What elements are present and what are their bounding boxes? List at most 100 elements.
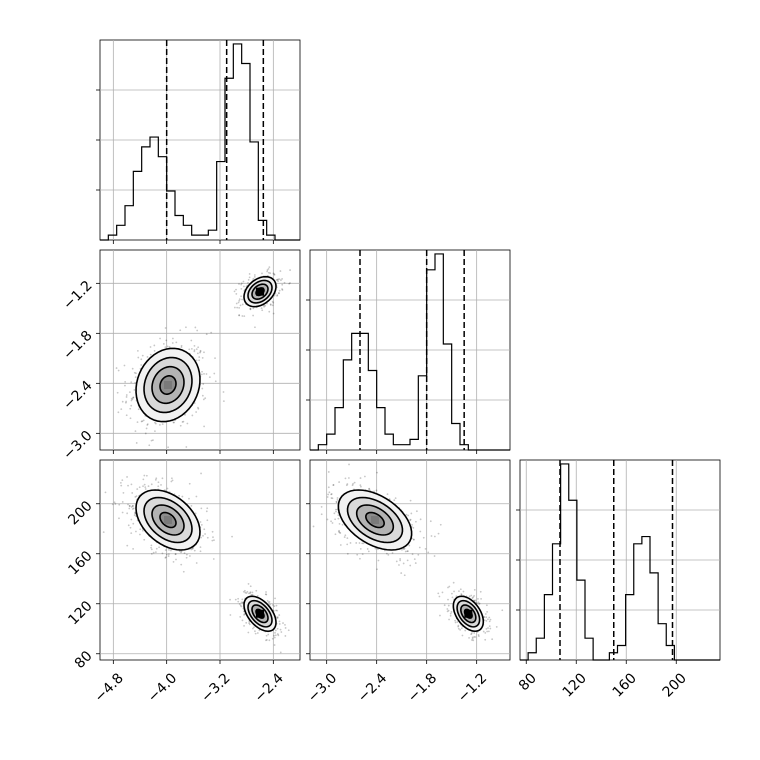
scatter-point — [191, 547, 194, 550]
scatter-point — [484, 638, 487, 641]
scatter-point — [486, 610, 489, 613]
scatter-point — [157, 481, 160, 484]
scatter-point — [130, 399, 133, 402]
scatter-point — [419, 530, 422, 533]
scatter-point — [339, 544, 342, 546]
scatter-point — [281, 277, 283, 280]
scatter-point — [276, 627, 279, 630]
scatter-point — [141, 529, 144, 532]
scatter-point — [409, 499, 412, 502]
scatter-point — [486, 630, 489, 633]
y-tick-label: 80 — [72, 648, 96, 672]
scatter-point — [180, 563, 183, 566]
scatter-point — [150, 552, 153, 555]
scatter-point — [205, 333, 208, 336]
scatter-point — [276, 279, 279, 281]
scatter-point — [131, 508, 134, 510]
scatter-point — [400, 572, 403, 574]
scatter-point — [422, 536, 425, 539]
scatter-point — [273, 634, 275, 637]
scatter-point — [188, 497, 190, 500]
scatter-point — [289, 282, 291, 284]
scatter-point — [203, 425, 206, 428]
scatter-point — [409, 518, 412, 521]
scatter-point — [479, 590, 482, 593]
scatter-point — [241, 601, 244, 604]
scatter-point — [376, 568, 378, 571]
scatter-point — [276, 609, 279, 612]
scatter-point — [483, 616, 485, 618]
scatter-point — [161, 477, 164, 480]
scatter-point — [204, 397, 207, 400]
scatter-point — [276, 633, 279, 635]
scatter-point — [326, 518, 329, 521]
scatter-point — [240, 295, 243, 298]
scatter-point — [338, 529, 340, 532]
scatter-point — [415, 510, 418, 513]
scatter-point — [244, 591, 247, 594]
scatter-point — [201, 387, 204, 390]
panel-content — [102, 472, 290, 654]
scatter-point — [136, 350, 139, 352]
scatter-point — [238, 298, 241, 300]
scatter-point — [249, 592, 252, 594]
scatter-point — [401, 548, 403, 551]
scatter-point — [202, 398, 205, 401]
scatter-point — [195, 495, 198, 498]
scatter-point — [125, 394, 128, 396]
scatter-point — [205, 373, 208, 375]
scatter-point — [334, 518, 337, 521]
scatter-point — [208, 376, 211, 379]
scatter-point — [168, 346, 171, 348]
scatter-point — [273, 605, 276, 608]
scatter-point — [399, 559, 402, 562]
scatter-point — [271, 604, 274, 606]
contour-line — [135, 489, 201, 551]
scatter-point — [451, 596, 454, 599]
scatter-point — [272, 301, 275, 304]
scatter-point — [131, 492, 134, 494]
scatter-point — [249, 308, 252, 310]
scatter-point — [332, 484, 335, 486]
scatter-point — [441, 591, 444, 594]
scatter-point — [473, 636, 476, 638]
scatter-point — [162, 342, 165, 345]
scatter-point — [393, 499, 396, 502]
scatter-point — [406, 550, 409, 553]
scatter-point — [229, 614, 232, 616]
scatter-point — [148, 444, 151, 447]
scatter-point — [115, 367, 118, 369]
scatter-point — [403, 574, 406, 577]
scatter-point — [424, 547, 427, 550]
scatter-point — [239, 604, 242, 607]
scatter-point — [414, 562, 417, 564]
scatter-point — [189, 555, 191, 557]
scatter-point — [165, 553, 168, 556]
scatter-point — [245, 592, 248, 595]
scatter-point — [268, 600, 271, 603]
x-tick-label: 160 — [610, 670, 640, 700]
scatter-point — [238, 299, 241, 302]
scatter-point — [280, 631, 283, 633]
scatter-point — [181, 421, 184, 423]
scatter-point — [269, 272, 272, 275]
scatter-point — [253, 276, 256, 278]
scatter-point — [175, 341, 178, 344]
scatter-point — [407, 550, 409, 553]
scatter-point — [125, 414, 128, 417]
scatter-point — [111, 503, 114, 506]
scatter-point — [279, 628, 282, 631]
scatter-point — [170, 477, 173, 480]
scatter-point — [134, 496, 137, 498]
scatter-point — [352, 482, 354, 485]
contour-line — [151, 365, 185, 405]
scatter-point — [447, 604, 450, 607]
scatter-point — [368, 488, 371, 491]
scatter-point — [460, 593, 463, 596]
scatter-point — [327, 486, 330, 489]
scatter-point — [446, 608, 449, 610]
scatter-point — [278, 620, 281, 623]
scatter-point — [233, 290, 236, 293]
scatter-point — [275, 604, 278, 607]
scatter-point — [235, 288, 237, 291]
